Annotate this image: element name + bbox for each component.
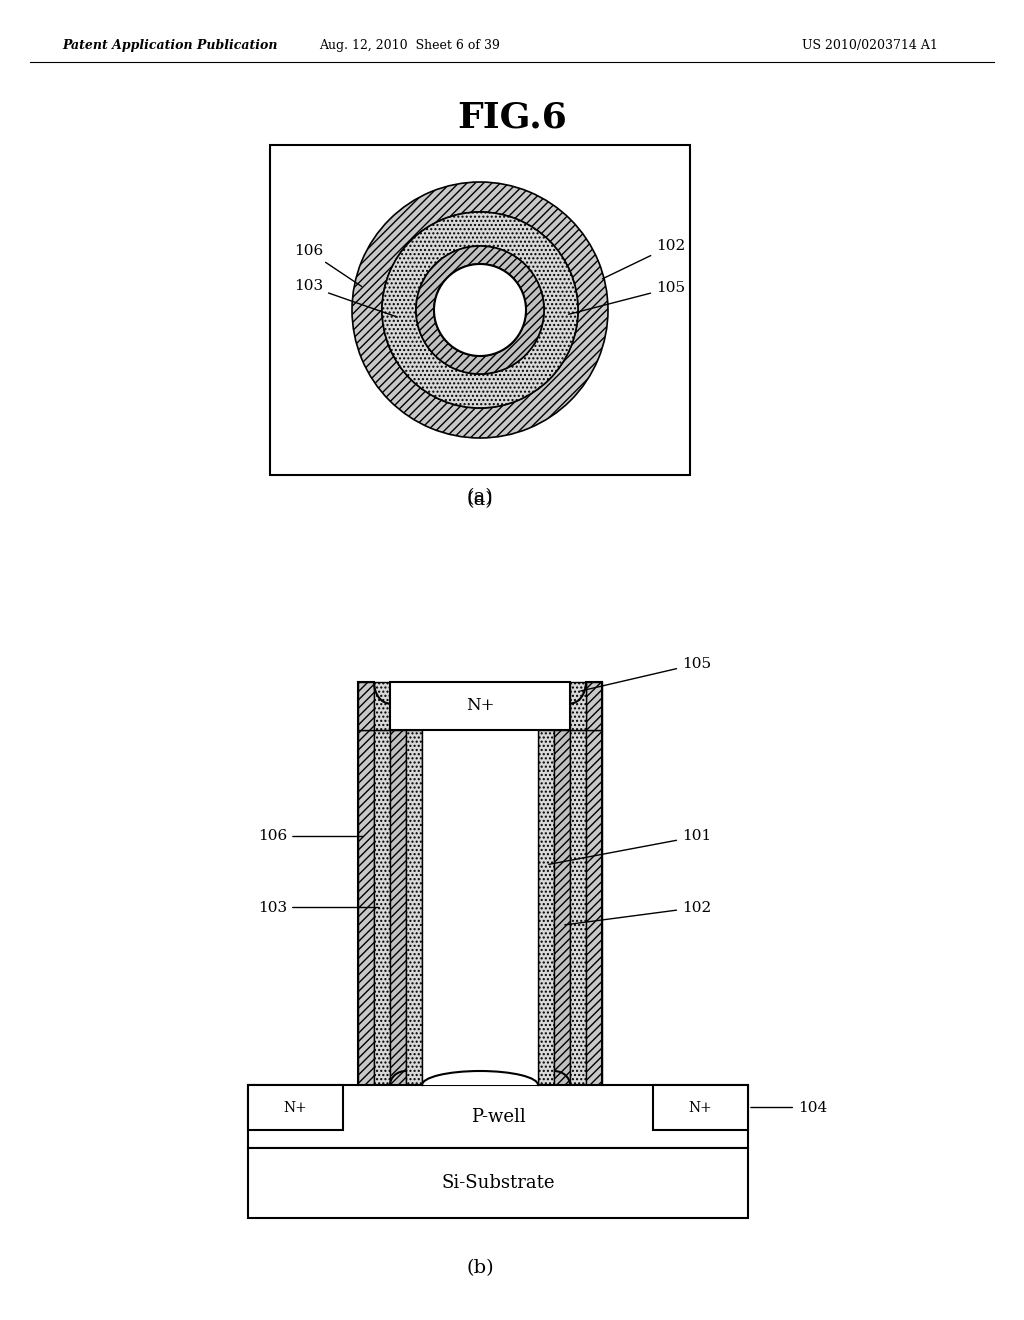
Bar bbox=[374, 730, 390, 1085]
Text: US 2010/0203714 A1: US 2010/0203714 A1 bbox=[802, 40, 938, 53]
Bar bbox=[570, 682, 586, 730]
Bar bbox=[270, 145, 690, 475]
Text: 106: 106 bbox=[258, 829, 364, 843]
Circle shape bbox=[434, 264, 526, 356]
Bar bbox=[358, 730, 374, 1085]
Text: 104: 104 bbox=[751, 1101, 827, 1114]
Text: 103: 103 bbox=[258, 900, 379, 915]
Text: 105: 105 bbox=[568, 281, 685, 314]
Text: (a): (a) bbox=[467, 491, 494, 510]
Bar bbox=[422, 730, 538, 1085]
Wedge shape bbox=[416, 246, 544, 374]
Bar bbox=[554, 730, 570, 1085]
Text: 103: 103 bbox=[294, 279, 397, 317]
Bar bbox=[390, 682, 570, 730]
Text: Aug. 12, 2010  Sheet 6 of 39: Aug. 12, 2010 Sheet 6 of 39 bbox=[319, 40, 501, 53]
Bar bbox=[653, 1085, 748, 1130]
Bar bbox=[358, 682, 374, 730]
Bar bbox=[390, 730, 406, 1085]
Bar bbox=[538, 730, 554, 1085]
Bar bbox=[586, 730, 602, 1085]
Text: Patent Application Publication: Patent Application Publication bbox=[62, 40, 278, 53]
Text: N+: N+ bbox=[284, 1101, 307, 1114]
Text: 101: 101 bbox=[549, 829, 712, 865]
Text: 106: 106 bbox=[294, 244, 361, 286]
Text: (a): (a) bbox=[467, 488, 494, 506]
Text: 105: 105 bbox=[581, 657, 711, 690]
Text: 102: 102 bbox=[602, 239, 685, 279]
Text: FIG.6: FIG.6 bbox=[457, 102, 567, 135]
Text: (b): (b) bbox=[466, 1259, 494, 1276]
Bar bbox=[248, 1085, 343, 1130]
Bar bbox=[406, 730, 422, 1085]
Wedge shape bbox=[352, 182, 608, 438]
Bar bbox=[248, 1085, 748, 1148]
Wedge shape bbox=[382, 213, 578, 408]
Text: 102: 102 bbox=[565, 900, 712, 925]
Text: N+: N+ bbox=[688, 1101, 713, 1114]
Bar bbox=[248, 1148, 748, 1218]
Bar bbox=[374, 682, 390, 730]
Text: N+: N+ bbox=[466, 697, 495, 714]
Bar bbox=[586, 682, 602, 730]
Text: P-well: P-well bbox=[471, 1107, 525, 1126]
Text: Si-Substrate: Si-Substrate bbox=[441, 1173, 555, 1192]
Bar bbox=[570, 730, 586, 1085]
